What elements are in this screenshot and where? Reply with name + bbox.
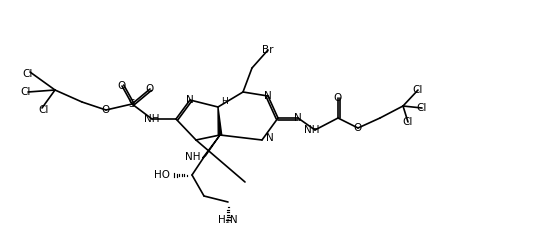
Text: O: O: [334, 93, 342, 103]
Text: N: N: [294, 113, 302, 123]
Text: N: N: [186, 95, 194, 105]
Text: H₂N: H₂N: [218, 215, 238, 225]
Text: O: O: [146, 84, 154, 94]
Text: HO: HO: [154, 170, 170, 180]
Text: Cl: Cl: [23, 69, 33, 79]
Text: O: O: [102, 105, 110, 115]
Text: Cl: Cl: [403, 117, 413, 127]
Text: N: N: [264, 91, 272, 101]
Polygon shape: [202, 135, 220, 158]
Text: Cl: Cl: [413, 85, 423, 95]
Text: Br: Br: [262, 45, 274, 55]
Polygon shape: [218, 107, 222, 135]
Text: Cl: Cl: [39, 105, 49, 115]
Text: O: O: [354, 123, 362, 133]
Text: S: S: [128, 99, 135, 109]
Text: NH: NH: [144, 114, 160, 124]
Text: NH: NH: [304, 125, 320, 135]
Text: H: H: [221, 96, 227, 106]
Text: Cl: Cl: [417, 103, 427, 113]
Text: NH: NH: [186, 152, 201, 162]
Text: N: N: [266, 133, 274, 143]
Text: O: O: [118, 81, 126, 91]
Text: Cl: Cl: [21, 87, 31, 97]
